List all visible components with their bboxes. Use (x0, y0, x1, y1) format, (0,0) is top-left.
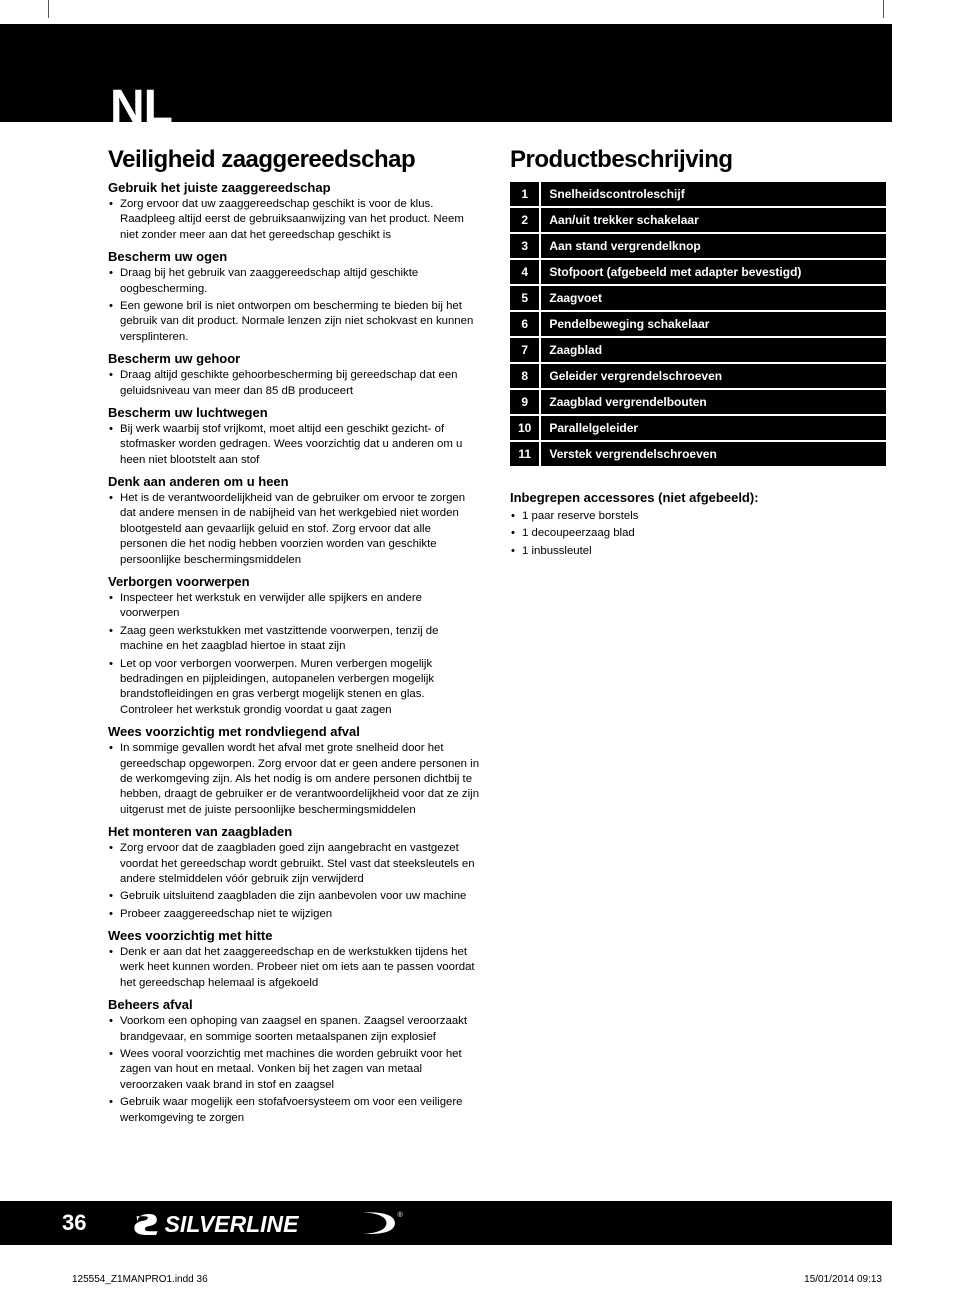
section-list: Bij werk waarbij stof vrijkomt, moet alt… (108, 422, 480, 468)
section-heading: Het monteren van zaagbladen (108, 824, 480, 839)
list-item: Draag altijd geschikte gehoorbescherming… (108, 368, 480, 399)
list-item: Zaag geen werkstukken met vastzittende v… (108, 624, 480, 655)
table-row: 2Aan/uit trekker schakelaar (510, 208, 886, 232)
list-item: Een gewone bril is niet ontworpen om bes… (108, 299, 480, 345)
page-number: 36 (62, 1210, 86, 1236)
section-list: Voorkom een ophoping van zaagsel en span… (108, 1014, 480, 1126)
section-heading: Wees voorzichtig met rondvliegend afval (108, 724, 480, 739)
list-item: In sommige gevallen wordt het afval met … (108, 741, 480, 818)
parts-table: 1Snelheidscontroleschijf2Aan/uit trekker… (510, 180, 886, 468)
table-row: 8Geleider vergrendelschroeven (510, 364, 886, 388)
part-label: Parallelgeleider (541, 416, 886, 440)
file-info: 125554_Z1MANPRO1.indd 36 (72, 1274, 208, 1285)
crop-mark (48, 0, 49, 18)
table-row: 1Snelheidscontroleschijf (510, 182, 886, 206)
section-list: Denk er aan dat het zaaggereedschap en d… (108, 945, 480, 991)
section-list: Draag altijd geschikte gehoorbescherming… (108, 368, 480, 399)
part-label: Aan stand vergrendelknop (541, 234, 886, 258)
section-list: Inspecteer het werkstuk en verwijder all… (108, 591, 480, 718)
list-item: Draag bij het gebruik van zaaggereedscha… (108, 266, 480, 297)
table-row: 11Verstek vergrendelschroeven (510, 442, 886, 466)
accessories-heading: Inbegrepen accessores (niet afgebeeld): (510, 490, 886, 505)
silverline-logo-icon: SILVERLINE ® (124, 1208, 424, 1238)
table-row: 3Aan stand vergrendelknop (510, 234, 886, 258)
part-label: Verstek vergrendelschroeven (541, 442, 886, 466)
list-item: 1 decoupeerzaag blad (510, 526, 886, 541)
section-heading: Bescherm uw ogen (108, 249, 480, 264)
language-code: NL (110, 80, 172, 135)
safety-title: Veiligheid zaaggereedschap (108, 146, 480, 174)
crop-mark (883, 0, 884, 18)
part-number: 4 (510, 260, 541, 284)
section-list: Draag bij het gebruik van zaaggereedscha… (108, 266, 480, 345)
list-item: Inspecteer het werkstuk en verwijder all… (108, 591, 480, 622)
part-label: Zaagblad (541, 338, 886, 362)
section-heading: Beheers afval (108, 997, 480, 1012)
part-label: Stofpoort (afgebeeld met adapter bevesti… (541, 260, 886, 284)
right-column: Productbeschrijving 1Snelheidscontrolesc… (510, 146, 886, 1128)
table-row: 5Zaagvoet (510, 286, 886, 310)
list-item: Voorkom een ophoping van zaagsel en span… (108, 1014, 480, 1045)
list-item: Gebruik uitsluitend zaagbladen die zijn … (108, 889, 480, 904)
section-heading: Wees voorzichtig met hitte (108, 928, 480, 943)
manual-page: NL Veiligheid zaaggereedschap Gebruik he… (0, 0, 954, 1305)
section-list: In sommige gevallen wordt het afval met … (108, 741, 480, 818)
accessories-list: 1 paar reserve borstels 1 decoupeerzaag b… (510, 509, 886, 559)
part-number: 2 (510, 208, 541, 232)
list-item: Wees vooral voorzichtig met machines die… (108, 1047, 480, 1093)
table-row: 7Zaagblad (510, 338, 886, 362)
svg-text:SILVERLINE: SILVERLINE (165, 1211, 300, 1237)
part-number: 7 (510, 338, 541, 362)
list-item: Bij werk waarbij stof vrijkomt, moet alt… (108, 422, 480, 468)
section-heading: Gebruik het juiste zaaggereedschap (108, 180, 480, 195)
footer-band: 36 SILVERLINE ® (0, 1201, 892, 1245)
part-number: 9 (510, 390, 541, 414)
part-number: 8 (510, 364, 541, 388)
list-item: Zorg ervoor dat de zaagbladen goed zijn … (108, 841, 480, 887)
list-item: 1 inbussleutel (510, 544, 886, 559)
section-heading: Bescherm uw gehoor (108, 351, 480, 366)
part-label: Zaagblad vergrendelbouten (541, 390, 886, 414)
section-list: Zorg ervoor dat de zaagbladen goed zijn … (108, 841, 480, 922)
part-number: 6 (510, 312, 541, 336)
part-label: Geleider vergrendelschroeven (541, 364, 886, 388)
table-row: 10Parallelgeleider (510, 416, 886, 440)
part-label: Snelheidscontroleschijf (541, 182, 886, 206)
table-row: 9Zaagblad vergrendelbouten (510, 390, 886, 414)
list-item: Gebruik waar mogelijk een stofafvoersyst… (108, 1095, 480, 1126)
timestamp: 15/01/2014 09:13 (804, 1274, 882, 1285)
section-heading: Denk aan anderen om u heen (108, 474, 480, 489)
section-list: Het is de verantwoordelijkheid van de ge… (108, 491, 480, 568)
list-item: Zorg ervoor dat uw zaaggereedschap gesch… (108, 197, 480, 243)
part-number: 1 (510, 182, 541, 206)
list-item: 1 paar reserve borstels (510, 509, 886, 524)
section-list: Zorg ervoor dat uw zaaggereedschap gesch… (108, 197, 480, 243)
part-number: 3 (510, 234, 541, 258)
part-number: 10 (510, 416, 541, 440)
list-item: Denk er aan dat het zaaggereedschap en d… (108, 945, 480, 991)
part-label: Zaagvoet (541, 286, 886, 310)
header-band: NL (0, 24, 892, 122)
part-label: Aan/uit trekker schakelaar (541, 208, 886, 232)
section-heading: Bescherm uw luchtwegen (108, 405, 480, 420)
table-row: 6Pendelbeweging schakelaar (510, 312, 886, 336)
svg-text:®: ® (398, 1211, 404, 1219)
brand-logo: SILVERLINE ® (124, 1208, 424, 1238)
list-item: Het is de verantwoordelijkheid van de ge… (108, 491, 480, 568)
list-item: Probeer zaaggereedschap niet te wijzigen (108, 907, 480, 922)
part-label: Pendelbeweging schakelaar (541, 312, 886, 336)
list-item: Let op voor verborgen voorwerpen. Muren … (108, 657, 480, 719)
table-row: 4Stofpoort (afgebeeld met adapter bevest… (510, 260, 886, 284)
part-number: 5 (510, 286, 541, 310)
part-number: 11 (510, 442, 541, 466)
left-column: Veiligheid zaaggereedschap Gebruik het j… (108, 146, 480, 1128)
product-title: Productbeschrijving (510, 146, 886, 174)
content-columns: Veiligheid zaaggereedschap Gebruik het j… (108, 146, 886, 1128)
section-heading: Verborgen voorwerpen (108, 574, 480, 589)
